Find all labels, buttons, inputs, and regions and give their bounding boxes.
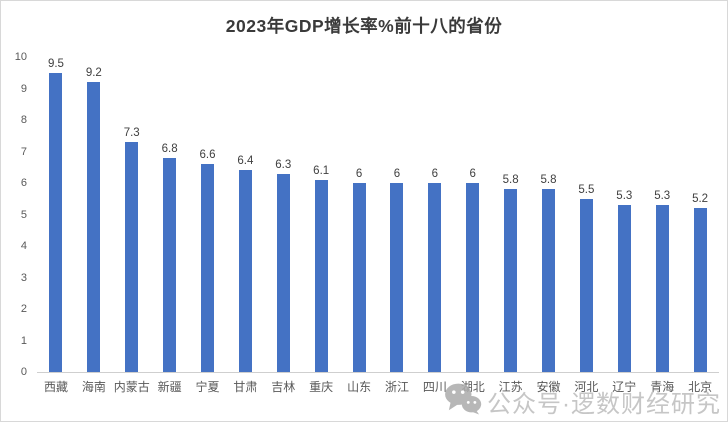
x-axis-category-label: 湖北: [460, 380, 485, 394]
y-axis-tick-label: 9: [20, 82, 27, 95]
bar: [655, 205, 669, 372]
bar-value-label: 6.6: [199, 149, 216, 161]
y-axis-tick-label: 0: [20, 366, 27, 378]
bar-group: 6: [340, 57, 378, 372]
bar-value-label: 6: [469, 168, 476, 180]
x-axis-category-label: 内蒙古: [113, 380, 150, 394]
x-axis-category-label: 江苏: [498, 380, 523, 394]
x-axis-category-label: 四川: [422, 380, 447, 394]
y-axis-tick-label: 8: [20, 114, 27, 126]
x-axis-category-label: 北京: [688, 380, 713, 394]
bar: [163, 158, 177, 372]
bar: [579, 199, 593, 372]
x-axis-category-label: 辽宁: [612, 380, 637, 394]
bar: [238, 170, 252, 372]
bar-group: 6: [416, 57, 454, 372]
plot-area: 9.5 9.2 7.3 6.8 6.6 6.4 6.3 6.1 6 6 6 6 5.8 5.8 5.5 5.3…: [37, 57, 719, 373]
bar-value-label: 9.5: [47, 58, 64, 70]
bar: [314, 180, 328, 372]
chart-title: 2023年GDP增长率%前十八的省份: [225, 16, 503, 36]
bar-group: 5.8: [530, 57, 568, 372]
y-axis-tick-label: 3: [20, 271, 27, 284]
x-axis-category-label: 河北: [574, 380, 599, 394]
x-axis-category-label: 安徽: [536, 380, 561, 394]
x-axis-category-label: 新疆: [157, 380, 182, 394]
bar-value-label: 7.3: [123, 127, 140, 139]
bar-value-label: 6: [431, 168, 439, 180]
x-axis-category-label: 海南: [81, 380, 106, 394]
bar-group: 6: [454, 57, 492, 372]
bar: [542, 189, 556, 372]
y-axis-tick-label: 4: [20, 240, 27, 252]
x-axis-category-label: 山东: [347, 380, 372, 394]
bar-group: 7.3: [113, 57, 151, 372]
bar-group: 5.3: [605, 57, 643, 372]
bar-value-label: 6: [393, 168, 401, 180]
y-axis-tick-label: 5: [20, 208, 27, 221]
x-axis-category-label: 甘肃: [233, 380, 258, 394]
bar-value-label: 9.2: [85, 67, 102, 79]
x-axis-category-label: 宁夏: [195, 380, 220, 394]
x-axis-category-label: 西藏: [43, 380, 68, 394]
y-axis-tick-label: 10: [14, 51, 27, 63]
x-axis-category-label: 重庆: [309, 380, 334, 394]
bar-group: 5.3: [643, 57, 681, 372]
bar: [49, 73, 63, 372]
bar-value-label: 5.5: [578, 184, 595, 196]
bar: [504, 189, 518, 372]
x-axis-category-label: 吉林: [271, 380, 296, 394]
bar-group: 5.8: [492, 57, 530, 372]
y-axis-tick-label: 2: [20, 303, 27, 315]
y-axis: 10 9 8 7 6 5 4 3 2 1 0: [1, 51, 31, 378]
bar-group: 6.6: [189, 57, 227, 372]
bar-value-label: 5.3: [654, 190, 671, 202]
bar-group: 9.2: [75, 57, 113, 372]
bar-value-label: 6.3: [275, 159, 292, 171]
bar-group: 6: [378, 57, 416, 372]
bar-value-label: 6: [355, 168, 363, 180]
bar: [352, 183, 366, 372]
bar: [466, 183, 480, 372]
bar-group: 6.1: [302, 57, 340, 372]
bar: [87, 82, 101, 372]
bar-value-label: 6.8: [161, 143, 178, 155]
y-axis-tick-label: 7: [20, 145, 27, 158]
bar-value-label: 5.3: [616, 190, 633, 202]
bar-value-label: 5.8: [502, 174, 519, 186]
bar: [428, 183, 442, 372]
x-axis-category-label: 浙江: [384, 380, 409, 394]
bar: [125, 142, 139, 372]
bar: [617, 205, 631, 372]
y-axis-tick-label: 1: [20, 334, 27, 347]
bar-value-label: 5.8: [540, 174, 557, 186]
y-axis-tick-label: 6: [20, 177, 27, 189]
bar: [201, 164, 214, 372]
bar-group: 6.8: [151, 57, 189, 372]
x-axis-category-label: 青海: [650, 380, 675, 394]
bar: [693, 208, 707, 372]
bar: [276, 174, 290, 372]
bar-value-label: 5.2: [692, 193, 709, 205]
bar-group: 9.5: [37, 57, 75, 372]
bar-value-label: 6.4: [237, 155, 254, 167]
bar-group: 6.3: [264, 57, 302, 372]
bar-value-label: 6.1: [313, 165, 330, 177]
bar-group: 5.2: [681, 57, 719, 372]
x-axis-labels: 西藏 海南 内蒙古 新疆 宁夏 甘肃 吉林 重庆 山东 浙江 四川 湖北 江苏 安徽 河北 辽宁 青海 北京: [37, 378, 719, 395]
bar-group: 5.5: [567, 57, 605, 372]
bar-group: 6.4: [226, 57, 264, 372]
bar: [390, 183, 404, 372]
